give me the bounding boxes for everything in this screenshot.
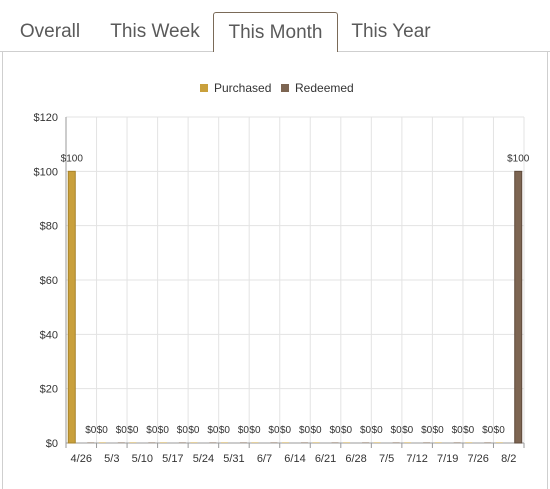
data-label-redeemed: $0 [85,425,97,436]
bar-purchased [404,442,412,443]
bar-redeemed [270,442,278,443]
data-label-redeemed: $0 [421,425,433,436]
x-tick-label: 4/26 [71,453,92,465]
data-label-purchased: $100 [61,153,84,164]
bar-purchased [159,442,167,443]
data-label-redeemed: $0 [268,425,280,436]
tab-divider-right [338,51,550,52]
bar-purchased [190,442,198,443]
y-tick-label: $100 [34,166,58,178]
data-label-purchased: $0 [219,425,231,436]
data-label-purchased: $0 [372,425,384,436]
bar-redeemed [484,442,492,443]
data-label-redeemed: $0 [482,425,494,436]
bar-purchased [373,442,381,443]
x-tick-label: 5/24 [193,453,214,465]
x-tick-label: 6/14 [284,453,305,465]
bar-purchased [495,442,503,443]
data-label-redeemed: $0 [207,425,219,436]
data-label-redeemed: $100 [507,153,530,164]
legend-label-purchased: Purchased [214,81,271,95]
data-label-purchased: $0 [494,425,506,436]
y-tick-label: $40 [40,329,58,341]
tab-bar: Overall This Week This Month This Year [0,0,550,52]
tab-this-week[interactable]: This Week [110,21,200,42]
legend-swatch-purchased [200,84,208,92]
bar-redeemed [178,442,186,443]
bar-purchased [129,442,137,443]
bar-redeemed [423,442,431,443]
tab-this-month[interactable]: This Month [213,12,338,52]
y-tick-label: $20 [40,384,58,396]
x-tick-label: 5/3 [104,453,119,465]
data-label-redeemed: $0 [177,425,189,436]
y-tick-label: $0 [46,438,58,450]
data-label-purchased: $0 [127,425,139,436]
bar-purchased [98,442,106,443]
data-label-redeemed: $0 [299,425,311,436]
x-tick-label: 7/26 [467,453,488,465]
x-tick-label: 5/31 [223,453,244,465]
data-label-redeemed: $0 [360,425,372,436]
y-tick-label: $120 [34,112,58,124]
bar-redeemed [362,442,370,443]
bar-redeemed [514,170,523,444]
x-tick-label: 7/12 [406,453,427,465]
bar-purchased [434,442,442,443]
data-label-purchased: $0 [188,425,200,436]
x-tick-label: 7/19 [437,453,458,465]
data-label-purchased: $0 [280,425,292,436]
legend-label-redeemed: Redeemed [295,81,354,95]
chart-panel: $0 $20 $40 $60 $80 $100 $120 4/26 5/3 5/10 5/17 5/2… [2,52,548,489]
y-tick-label: $80 [40,221,58,233]
data-label-purchased: $0 [249,425,261,436]
data-label-redeemed: $0 [238,425,250,436]
bar-purchased [220,442,228,443]
bar-redeemed [87,442,95,443]
bar-chart: $0 $20 $40 $60 $80 $100 $120 4/26 5/3 5/10 5/17 5/2… [34,81,530,465]
bar-purchased [343,442,351,443]
x-tick-label: 8/2 [501,453,516,465]
y-tick-label: $60 [40,275,58,287]
bar-redeemed [331,442,339,443]
x-tick-label: 6/28 [345,453,366,465]
bar-purchased [67,170,76,444]
tab-divider-left [0,51,213,52]
bar-purchased [251,442,259,443]
data-label-purchased: $0 [463,425,475,436]
bar-purchased [465,442,473,443]
bar-redeemed [117,442,125,443]
x-tick-label: 6/7 [257,453,272,465]
x-tick-label: 5/17 [162,453,183,465]
data-label-redeemed: $0 [329,425,341,436]
data-label-purchased: $0 [97,425,109,436]
legend-swatch-redeemed [281,84,289,92]
bar-redeemed [392,442,400,443]
bar-redeemed [209,442,217,443]
data-label-redeemed: $0 [146,425,158,436]
data-label-redeemed: $0 [452,425,464,436]
bar-redeemed [239,442,247,443]
bar-redeemed [453,442,461,443]
data-label-purchased: $0 [158,425,170,436]
x-tick-label: 5/10 [132,453,153,465]
data-label-purchased: $0 [402,425,414,436]
x-tick-label: 6/21 [315,453,336,465]
tab-this-year[interactable]: This Year [351,21,431,42]
tab-overall[interactable]: Overall [19,21,81,42]
bar-purchased [312,442,320,443]
bar-redeemed [148,442,156,443]
data-label-redeemed: $0 [391,425,403,436]
bar-purchased [282,442,289,443]
data-label-purchased: $0 [310,425,322,436]
bar-redeemed [301,442,308,443]
data-label-purchased: $0 [433,425,445,436]
data-label-purchased: $0 [341,425,353,436]
x-tick-label: 7/5 [379,453,394,465]
data-label-redeemed: $0 [116,425,128,436]
